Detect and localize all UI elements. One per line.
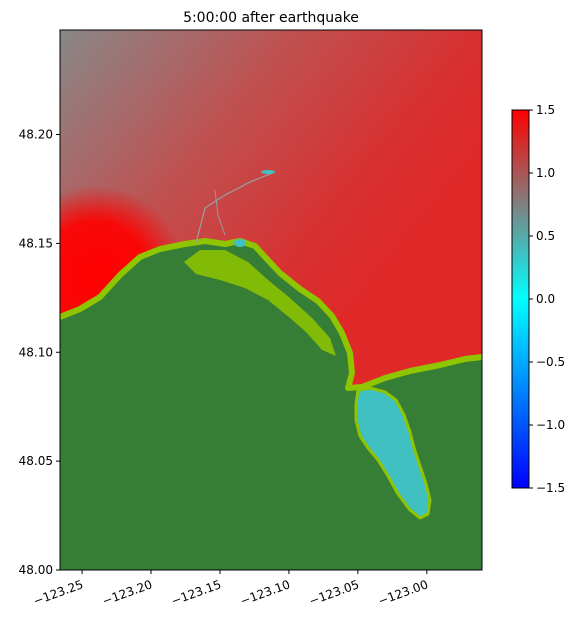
channel-patch <box>234 239 246 247</box>
land-mass <box>60 240 482 570</box>
colorbar: −1.5 −1.0 −0.5 0.0 0.5 1.0 1.5 <box>511 103 565 495</box>
spit-tip <box>261 170 275 174</box>
colorbar-tick-label: −1.5 <box>536 481 565 495</box>
colorbar-gradient <box>511 109 530 489</box>
y-tick-label: 48.20 <box>19 128 53 142</box>
chart-title: 5:00:00 after earthquake <box>183 10 359 26</box>
colorbar-tick-label: 0.5 <box>536 229 555 243</box>
plot-frame <box>59 29 483 571</box>
inner-bay <box>354 386 432 520</box>
colorbar-tick-label: 0.0 <box>536 292 555 306</box>
colorbar-tick-label: −0.5 <box>536 355 565 369</box>
x-tick-label: −123.00 <box>376 577 430 608</box>
y-tick-label: 48.15 <box>19 236 53 250</box>
spit <box>195 171 276 244</box>
colorbar-axis: −1.5 −1.0 −0.5 0.0 0.5 1.0 1.5 <box>529 103 565 495</box>
shallow-flats <box>184 250 336 356</box>
shallow-shore-band <box>60 238 482 391</box>
y-axis: 48.00 48.05 48.10 48.15 48.20 <box>19 128 60 577</box>
y-tick-label: 48.05 <box>19 454 53 468</box>
colorbar-tick-label: 1.0 <box>536 166 555 180</box>
colorbar-tick-label: −1.0 <box>536 418 565 432</box>
y-tick-label: 48.10 <box>19 345 53 359</box>
x-tick-label: −123.05 <box>307 577 361 608</box>
spit-inner <box>214 189 226 236</box>
colorbar-tick-label: 1.5 <box>536 103 555 117</box>
x-tick-label: −123.20 <box>100 577 154 608</box>
x-tick-label: −123.25 <box>31 577 85 608</box>
x-tick-label: −123.10 <box>238 577 292 608</box>
y-tick-label: 48.00 <box>19 563 53 577</box>
x-axis: −123.25 −123.20 −123.15 −123.10 −123.05 −123.… <box>31 570 430 608</box>
plot-area <box>60 30 482 570</box>
x-tick-label: −123.15 <box>169 577 223 608</box>
